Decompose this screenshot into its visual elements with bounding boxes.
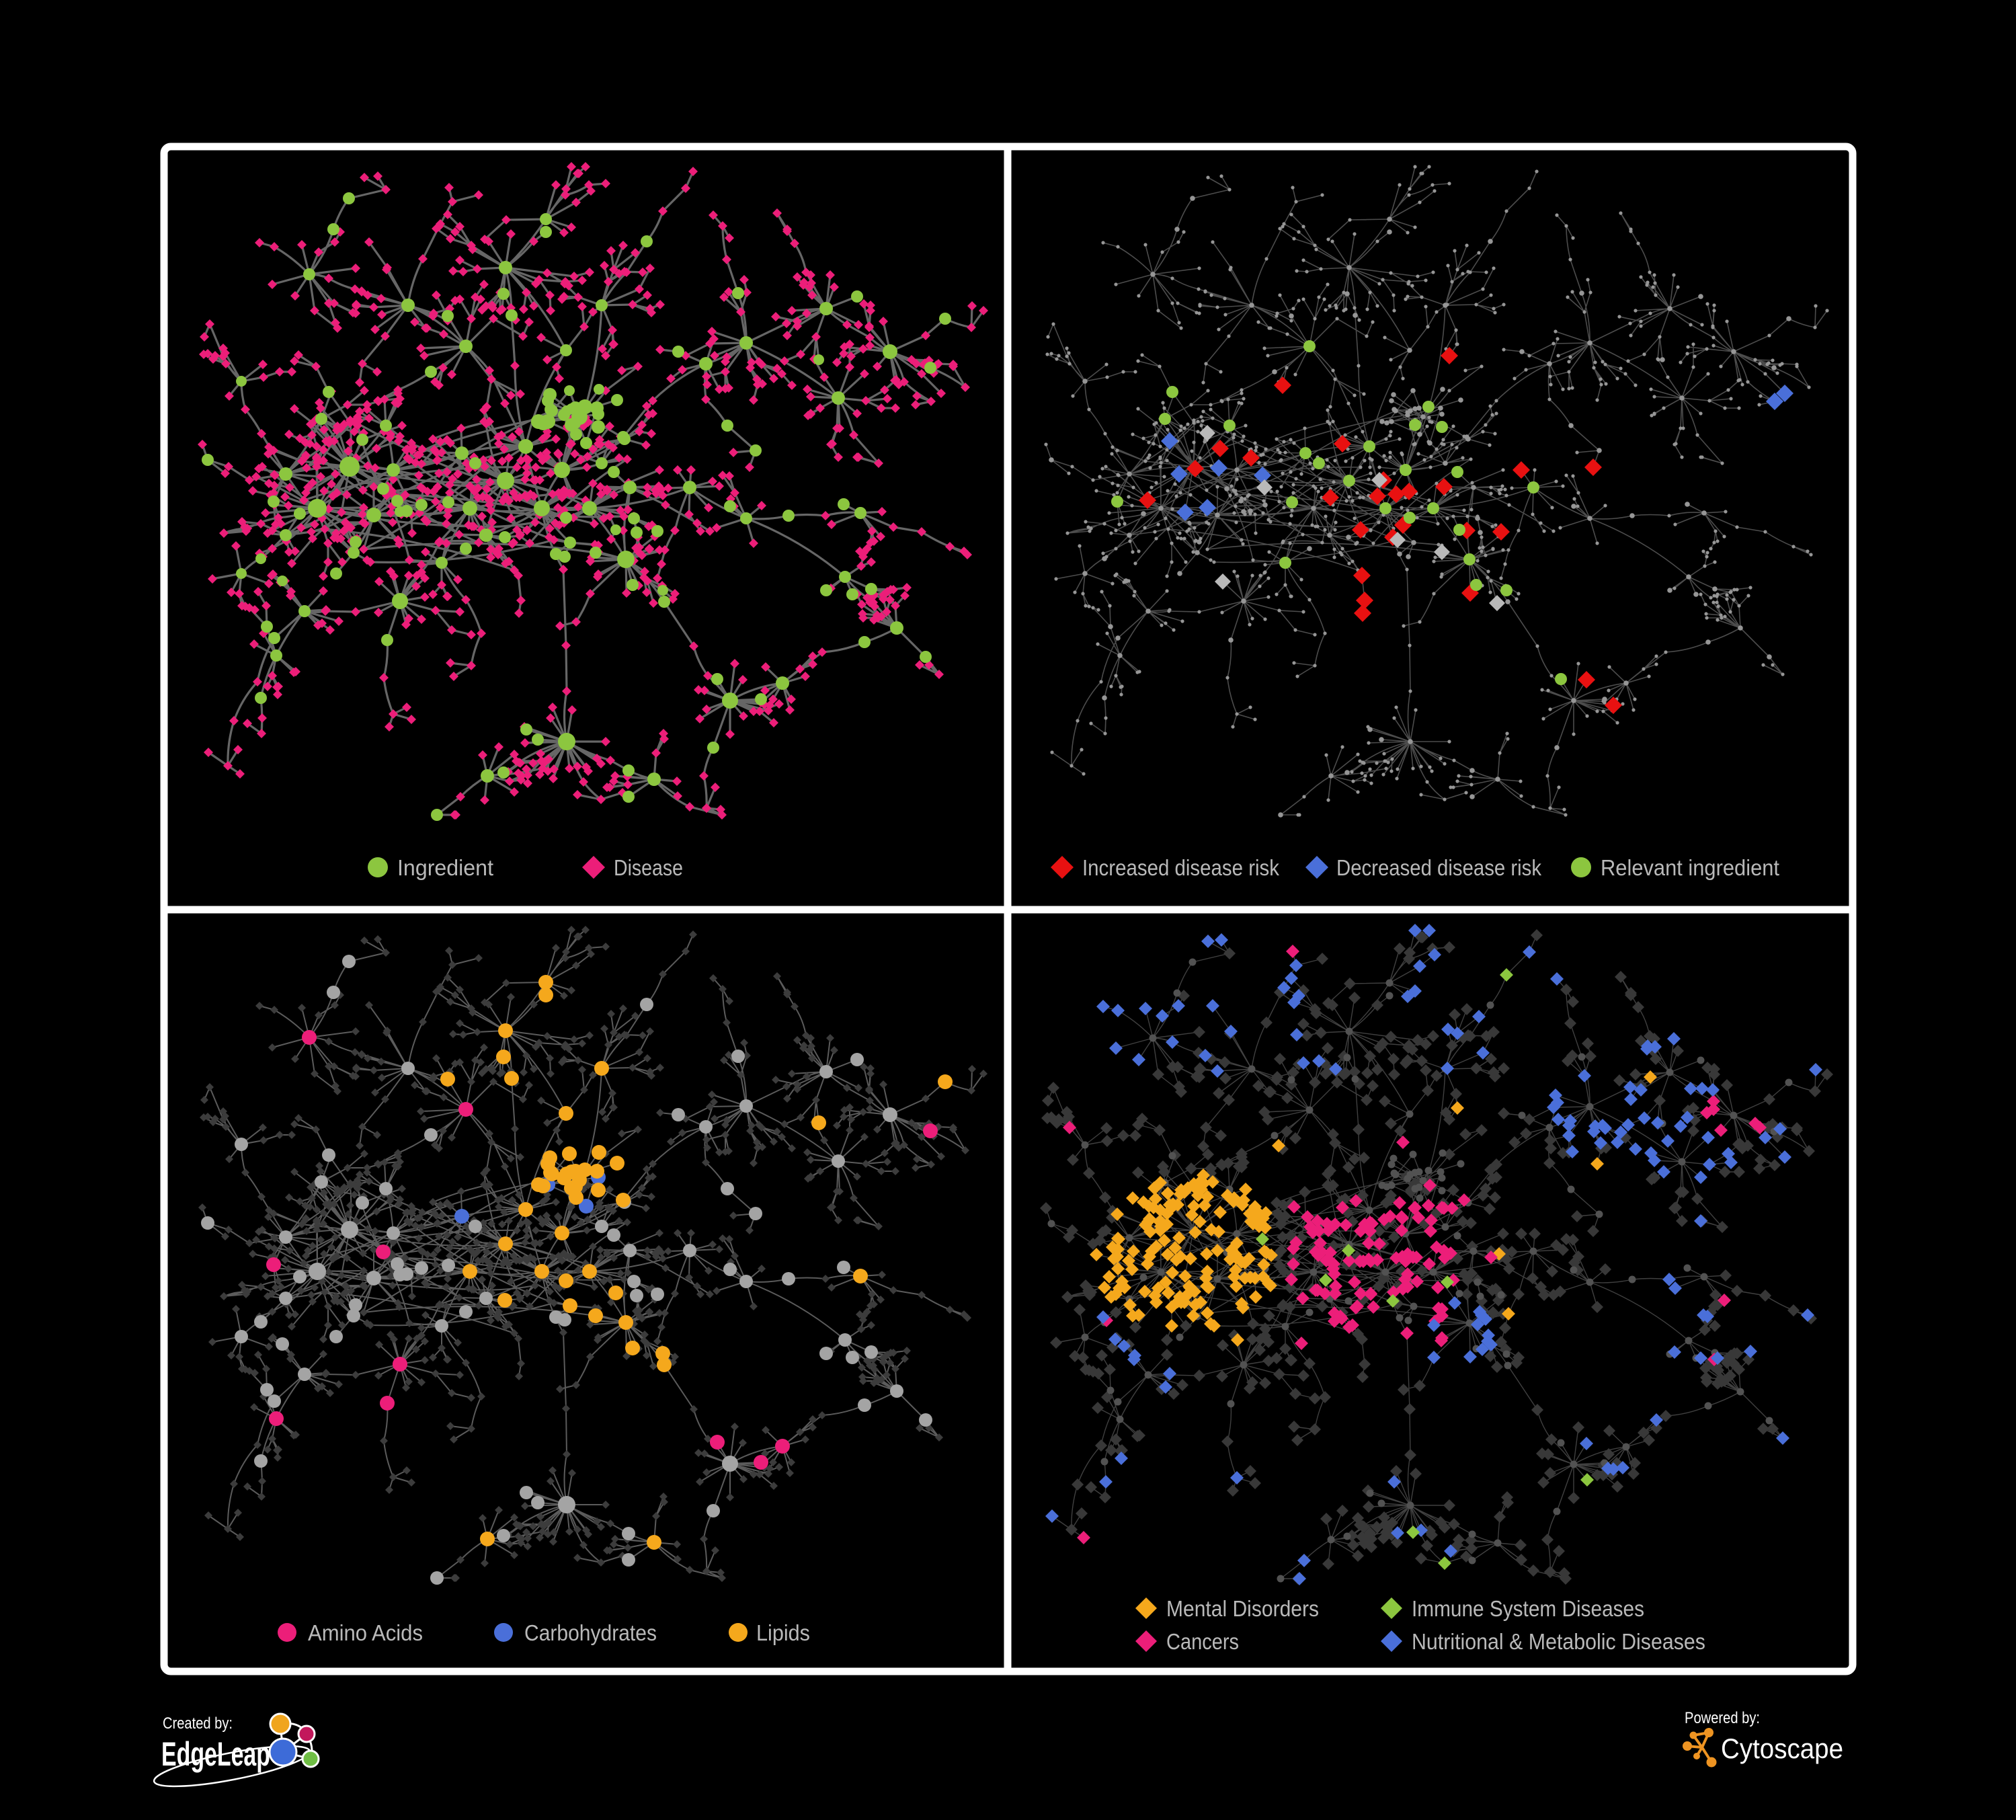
svg-text:Relevant ingredient: Relevant ingredient	[1601, 855, 1779, 880]
svg-text:Powered by:: Powered by:	[1685, 1709, 1760, 1727]
svg-text:Mental Disorders: Mental Disorders	[1166, 1596, 1319, 1621]
svg-text:Amino Acids: Amino Acids	[308, 1620, 423, 1645]
svg-text:Ingredient: Ingredient	[397, 855, 493, 880]
svg-text:Cancers: Cancers	[1166, 1629, 1239, 1654]
svg-text:Disease: Disease	[614, 855, 683, 880]
svg-text:Decreased disease risk: Decreased disease risk	[1336, 855, 1541, 880]
svg-text:Created by:: Created by:	[163, 1714, 233, 1733]
svg-text:Immune System Diseases: Immune System Diseases	[1412, 1596, 1644, 1621]
svg-text:Cytoscape: Cytoscape	[1721, 1733, 1843, 1764]
svg-text:Increased disease risk: Increased disease risk	[1082, 855, 1279, 880]
svg-text:Lipids: Lipids	[756, 1620, 810, 1645]
svg-text:Nutritional & Metabolic Diseas: Nutritional & Metabolic Diseases	[1412, 1629, 1705, 1654]
svg-text:Carbohydrates: Carbohydrates	[524, 1620, 657, 1645]
